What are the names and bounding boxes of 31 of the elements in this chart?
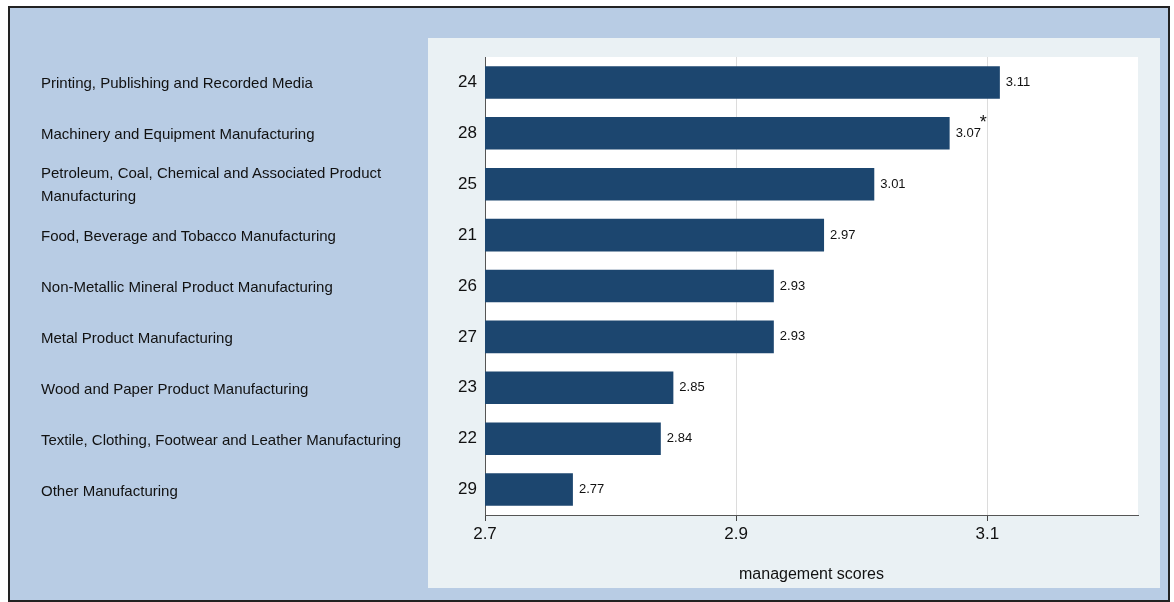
data-label: 2.84	[666, 430, 693, 446]
data-label: 2.85	[679, 379, 705, 395]
text: Textile, Clothing, Footwear and Leather Manufacturing	[41, 429, 403, 450]
text: Non-Metallic Mineral Product Manufacturing	[41, 276, 334, 297]
data-label: 2.93	[779, 328, 806, 344]
data-label: 2.77	[578, 481, 605, 497]
y-tick-label: 23	[458, 377, 477, 397]
y-tick-label: 29	[458, 479, 477, 499]
x-tick-label: 2.9	[724, 523, 748, 543]
y-tick-label: 25	[458, 173, 477, 193]
y-tick-label: 27	[458, 326, 477, 346]
x-tick-label: 3.1	[975, 523, 1000, 543]
text: Metal Product Manufacturing	[41, 327, 234, 348]
text: Petroleum, Coal, Chemical and Associated Product Manufacturing	[41, 163, 383, 207]
y-tick-label: 21	[458, 224, 477, 244]
data-label: 2.93	[779, 277, 806, 293]
data-label: 2.97	[830, 226, 856, 242]
data-label: 3.07	[955, 124, 981, 140]
x-axis-title: management scores	[739, 564, 884, 582]
text: Food, Beverage and Tobacco Manufacturing	[41, 225, 337, 246]
y-tick-label: 28	[458, 123, 477, 143]
data-label: 3.11	[1005, 74, 1031, 90]
y-tick-label: 26	[458, 275, 477, 295]
x-tick-label: 2.7	[473, 523, 497, 543]
y-tick-label: 22	[458, 428, 477, 448]
text: Printing, Publishing and Recorded Media	[41, 72, 314, 93]
text: Machinery and Equipment Manufacturing	[41, 123, 316, 144]
y-tick-label: 24	[458, 72, 477, 92]
text: Wood and Paper Product Manufacturing	[41, 378, 310, 399]
data-label: 3.01	[880, 175, 906, 191]
text: Other Manufacturing	[41, 480, 179, 501]
